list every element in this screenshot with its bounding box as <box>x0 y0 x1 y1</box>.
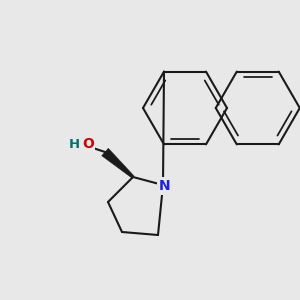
Text: O: O <box>82 137 94 151</box>
Text: N: N <box>159 179 171 193</box>
Text: H: H <box>68 137 80 151</box>
Polygon shape <box>102 148 134 178</box>
